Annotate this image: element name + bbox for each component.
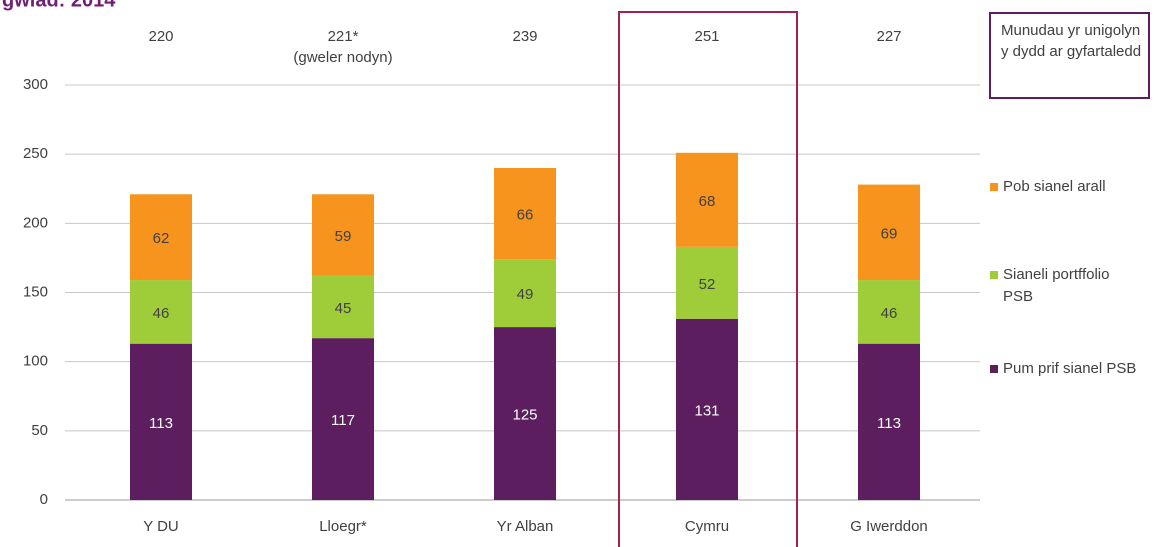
data-label: 52 bbox=[699, 276, 716, 293]
bar-segment bbox=[494, 259, 556, 328]
bar-segment bbox=[494, 327, 556, 500]
bar-segment bbox=[676, 318, 738, 500]
data-label: 125 bbox=[512, 407, 537, 424]
data-label: 131 bbox=[694, 402, 719, 419]
bar-segment bbox=[676, 152, 738, 247]
bar-segment bbox=[858, 280, 920, 344]
data-label: 59 bbox=[335, 228, 352, 245]
bar-segment bbox=[676, 246, 738, 319]
x-tick-label: G Iwerddon bbox=[850, 518, 928, 535]
bar-segment bbox=[312, 194, 374, 276]
data-label: 46 bbox=[153, 305, 170, 322]
legend-title: Munudau yr unigolyn y dydd ar gyfartaled… bbox=[989, 12, 1150, 99]
x-tick-label: Cymru bbox=[685, 518, 729, 535]
legend-item: Sianeli portffolio PSB bbox=[990, 264, 1150, 308]
bar-segment bbox=[130, 194, 192, 281]
bar-segment bbox=[312, 338, 374, 500]
data-label: 69 bbox=[881, 225, 898, 242]
total-label: 251 bbox=[694, 28, 719, 45]
legend-label: Sianeli portffolio PSB bbox=[1003, 266, 1110, 305]
data-label: 46 bbox=[881, 305, 898, 322]
legend-label: Pum prif sianel PSB bbox=[1003, 360, 1137, 377]
legend-swatch bbox=[990, 365, 998, 373]
x-tick-label: Y DU bbox=[143, 518, 179, 535]
legend-label: Pob sianel arall bbox=[1003, 178, 1106, 195]
y-tick-label: 250 bbox=[23, 145, 48, 162]
legend-swatch bbox=[990, 271, 998, 279]
y-tick-label: 300 bbox=[23, 76, 48, 93]
highlight-box bbox=[618, 11, 798, 547]
chart-title: gwlad: 2014 bbox=[2, 0, 116, 11]
x-tick-label: Lloegr* bbox=[319, 518, 367, 535]
bar-segment bbox=[312, 275, 374, 339]
legend-swatch bbox=[990, 183, 998, 191]
y-tick-label: 50 bbox=[31, 422, 48, 439]
data-label: 113 bbox=[149, 415, 173, 432]
total-label: 220 bbox=[148, 28, 173, 45]
y-tick-label: 100 bbox=[23, 353, 48, 370]
total-label: 221* bbox=[328, 28, 359, 45]
y-tick-label: 0 bbox=[40, 491, 48, 508]
data-label: 49 bbox=[517, 286, 534, 303]
bar-segment bbox=[130, 343, 192, 500]
bar-segment bbox=[858, 343, 920, 500]
bar-segment bbox=[858, 184, 920, 281]
data-label: 66 bbox=[517, 207, 534, 224]
data-label: 113 bbox=[877, 415, 901, 432]
annotation: (gweler nodyn) bbox=[293, 49, 392, 66]
data-label: 62 bbox=[153, 230, 170, 247]
legend-item: Pum prif sianel PSB bbox=[990, 358, 1150, 380]
data-label: 68 bbox=[699, 193, 716, 210]
total-label: 227 bbox=[876, 28, 901, 45]
y-tick-label: 150 bbox=[23, 283, 48, 300]
legend-item: Pob sianel arall bbox=[990, 176, 1150, 198]
bar-segment bbox=[130, 280, 192, 344]
x-tick-label: Yr Alban bbox=[497, 518, 554, 535]
y-tick-label: 200 bbox=[23, 214, 48, 231]
total-label: 239 bbox=[512, 28, 537, 45]
data-label: 117 bbox=[331, 412, 355, 429]
data-label: 45 bbox=[335, 300, 352, 317]
bar-segment bbox=[494, 168, 556, 260]
